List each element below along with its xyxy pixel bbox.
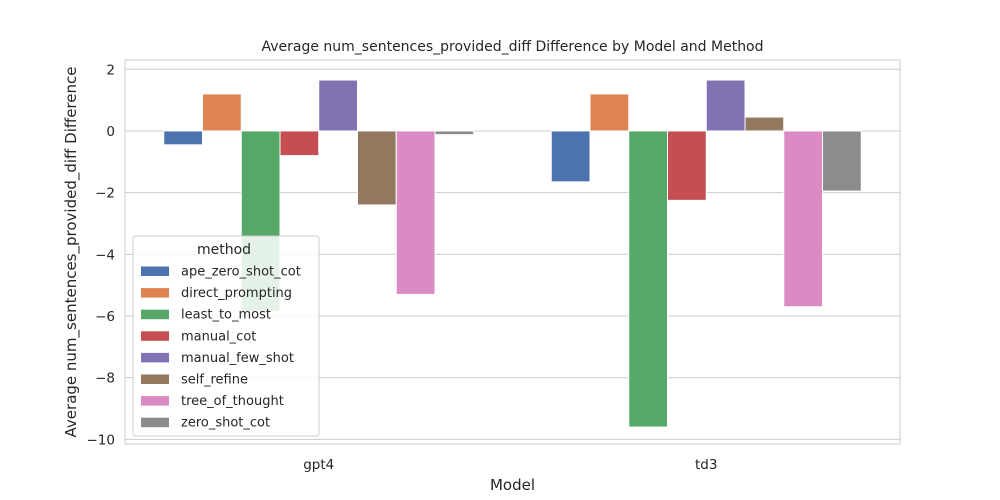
bar-zero_shot_cot-td3 xyxy=(822,130,862,192)
y-tick-label: 0 xyxy=(106,124,115,140)
legend-label-self_refine: self_refine xyxy=(181,373,248,388)
legend-box xyxy=(132,235,320,437)
bar-direct_prompting-gpt4 xyxy=(202,93,242,132)
y-tick-label: −4 xyxy=(95,247,115,263)
legend-label-ape_zero_shot_cot: ape_zero_shot_cot xyxy=(181,265,301,280)
y-tick-label: 2 xyxy=(106,62,115,78)
y-tick-label: −2 xyxy=(95,186,115,202)
chart-title: Average num_sentences_provided_diff Diff… xyxy=(261,39,763,55)
bar-self_refine-gpt4 xyxy=(357,130,397,206)
y-tick-label: −10 xyxy=(87,432,116,448)
bar-tree_of_thought-td3 xyxy=(783,130,823,308)
bar-direct_prompting-td3 xyxy=(589,93,630,132)
bar-zero_shot_cot-gpt4 xyxy=(434,130,475,136)
x-axis-ticks: gpt4 td3 xyxy=(303,457,717,473)
bar-manual_few_shot-gpt4 xyxy=(318,79,358,132)
legend-swatch-tree_of_thought xyxy=(141,396,169,406)
legend-swatch-least_to_most xyxy=(141,309,169,320)
bar-tree_of_thought-gpt4 xyxy=(395,130,436,295)
bar-manual_cot-gpt4 xyxy=(279,130,320,157)
x-tick-label: td3 xyxy=(695,457,717,473)
x-axis-label: Model xyxy=(490,476,535,494)
legend-label-least_to_most: least_to_most xyxy=(181,308,271,323)
bar-self_refine-td3 xyxy=(744,116,785,132)
legend-items: ape_zero_shot_cot direct_prompting least_t… xyxy=(141,265,301,431)
y-tick-label: −8 xyxy=(95,371,115,387)
plot-frame xyxy=(124,59,901,445)
bar-ape_zero_shot_cot-td3 xyxy=(550,130,591,183)
legend-label-zero_shot_cot: zero_shot_cot xyxy=(181,416,270,431)
legend-label-direct_prompting: direct_prompting xyxy=(181,286,292,301)
legend-label-manual_cot: manual_cot xyxy=(181,329,256,344)
bar-least_to_most-td3 xyxy=(628,130,668,428)
y-axis-ticks: 2 0 −2 −4 −6 −8 −10 xyxy=(87,62,116,448)
y-axis-label: Average num_sentences_provided_diff Diff… xyxy=(62,67,81,438)
legend-title: method xyxy=(197,242,251,258)
legend-label-tree_of_thought: tree_of_thought xyxy=(181,394,284,409)
legend-swatch-direct_prompting xyxy=(141,288,169,298)
legend-swatch-ape_zero_shot_cot xyxy=(141,266,169,276)
y-tick-label: −6 xyxy=(95,309,115,325)
legend-label-manual_few_shot: manual_few_shot xyxy=(181,351,294,366)
legend: method ape_zero_shot_cot direct_prompting… xyxy=(132,235,320,437)
bar-ape_zero_shot_cot-gpt4 xyxy=(163,130,203,146)
bar-manual_few_shot-td3 xyxy=(705,79,746,132)
bar-manual_cot-td3 xyxy=(667,130,707,201)
bars xyxy=(163,79,862,428)
x-tick-label: gpt4 xyxy=(303,457,334,473)
legend-swatch-manual_few_shot xyxy=(141,352,169,363)
legend-swatch-self_refine xyxy=(141,374,169,384)
legend-swatch-zero_shot_cot xyxy=(141,417,169,428)
legend-swatch-manual_cot xyxy=(141,331,169,341)
